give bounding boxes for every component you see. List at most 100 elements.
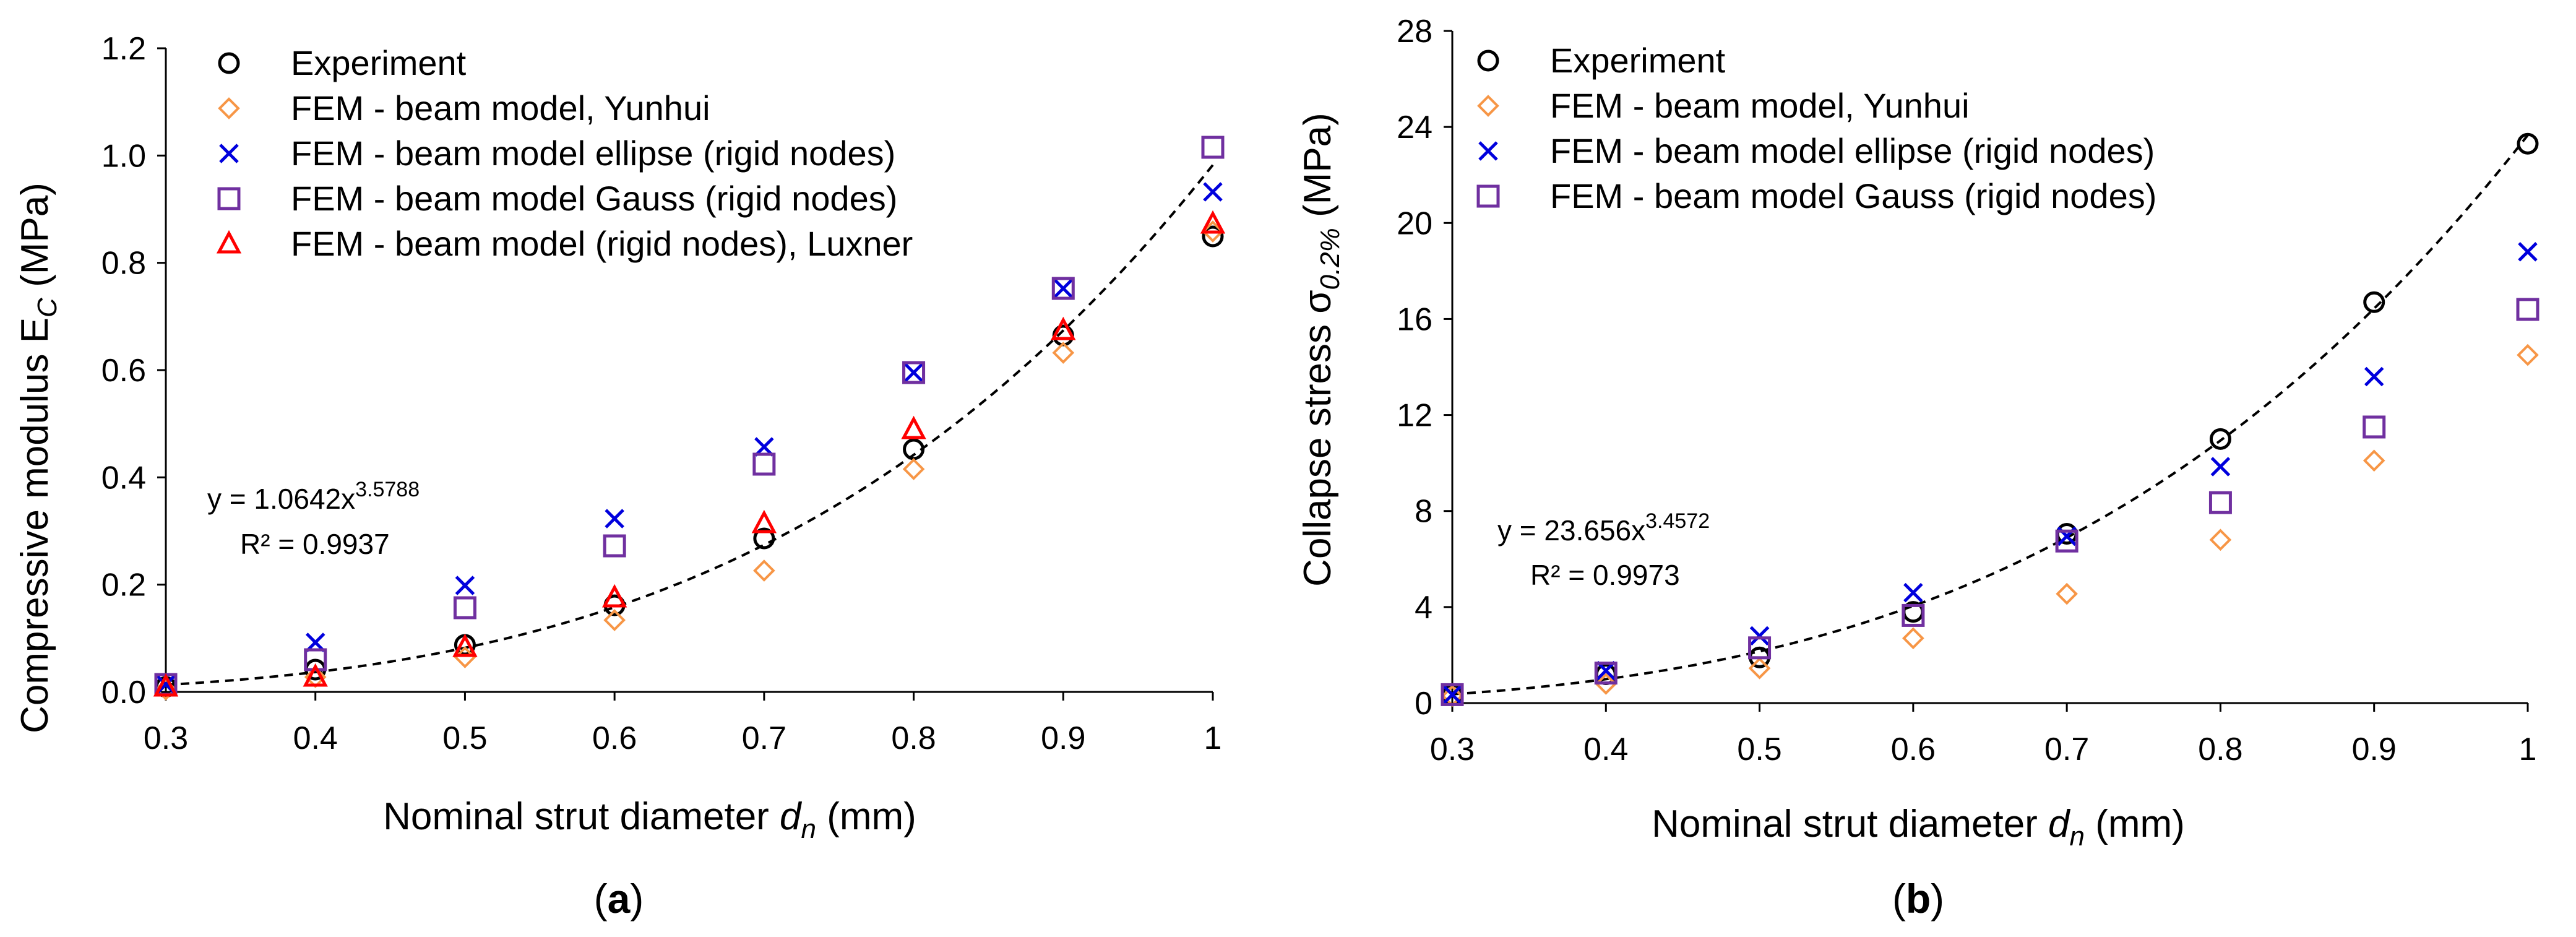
chart-b-panel-label: (b) — [1892, 876, 1944, 922]
chart-a-legend: Experiment FEM - beam model, Yunhui FEM - … — [216, 43, 913, 263]
chart-b-legend-marker-diamond — [1477, 95, 1499, 117]
chart-b-point-x — [1903, 582, 1923, 603]
chart-a-point-triangle — [751, 509, 777, 533]
chart-b-series-0 — [1441, 132, 2539, 706]
chart-a-x-tick-label: 0.9 — [1041, 720, 1085, 756]
chart-b-trendline-group — [1452, 134, 2529, 696]
chart-a-tick-labels: 0.3 0.4 0.5 0.6 0.7 0.8 0.9 1 0.0 0.2 0.4 0.6 0.8 1.0… — [101, 31, 1222, 756]
chart-b-point-square — [2055, 529, 2078, 553]
chart-b-point-x — [2210, 457, 2231, 477]
chart-a-axes — [157, 47, 1214, 701]
chart-a-trend-equation: y = 1.0642x3.5788 — [207, 478, 420, 515]
chart-b-point-x — [1749, 626, 1770, 646]
chart-b-point-x — [2518, 242, 2538, 262]
chart-b-x-tick-label: 0.3 — [1430, 732, 1475, 767]
chart-b-point-x — [2364, 366, 2384, 387]
chart-b-x-tick-label: 0.5 — [1737, 732, 1781, 767]
chart-b-legend-label: Experiment — [1550, 41, 1726, 80]
chart-a-point-square — [752, 452, 776, 476]
chart-a-point-circle — [753, 527, 775, 550]
chart-b-series-3 — [1441, 298, 2539, 706]
chart-a-point-triangle — [452, 633, 478, 657]
chart-a-point-diamond — [603, 609, 626, 631]
chart-a-series-3 — [154, 136, 1225, 696]
chart-a-y-tick-label: 0.4 — [101, 460, 146, 496]
chart-b-point-diamond — [2056, 582, 2078, 605]
chart-b-point-x — [1596, 660, 1616, 681]
chart-b-legend-label: FEM - beam model Gauss (rigid nodes) — [1550, 176, 2156, 215]
chart-b-point-diamond — [1902, 627, 1924, 650]
chart-b-x-tick-label: 0.8 — [2198, 732, 2242, 767]
chart-a-y-tick-label: 0.0 — [101, 675, 146, 710]
chart-a-point-square — [1201, 136, 1225, 159]
chart-a-point-x — [305, 633, 325, 652]
chart-b-point-diamond — [1748, 657, 1771, 680]
chart-b-r-squared: R² = 0.9973 — [1530, 559, 1680, 591]
chart-b-point-diamond — [1595, 673, 1618, 695]
chart-a-y-tick-label: 0.6 — [101, 353, 146, 389]
chart-b-legend-marker-square — [1476, 184, 1500, 208]
chart-b-legend-label: FEM - beam model, Yunhui — [1550, 86, 1970, 125]
chart-a-x-tick-label: 0.6 — [592, 720, 637, 756]
chart-a-trendline-group — [165, 164, 1214, 686]
chart-b-x-tick-label: 0.4 — [1583, 732, 1628, 767]
chart-a-panel-label: (a) — [594, 876, 644, 922]
chart-b-y-tick-label: 12 — [1397, 398, 1432, 434]
chart-b-point-square — [1594, 662, 1618, 685]
chart-b-y-axis-title: Collapse stress σ0.2% (MPa) — [1296, 113, 1345, 587]
chart-b-point-square — [1441, 683, 1464, 706]
chart-b-point-square — [1902, 603, 1925, 627]
chart-a-legend-label: FEM - beam model ellipse (rigid nodes) — [291, 134, 895, 173]
chart-a: 0.3 0.4 0.5 0.6 0.7 0.8 0.9 1 0.0 0.2 0.4 0.6 0.8 1.0… — [14, 31, 1226, 922]
chart-b-point-square — [1748, 636, 1772, 660]
chart-b-point-circle — [2209, 428, 2231, 450]
chart-b-tick-labels: 0.3 0.4 0.5 0.6 0.7 0.8 0.9 1 0 4 8 12 16 20 24 28 — [1397, 14, 2536, 767]
chart-b-y-tick-label: 28 — [1397, 14, 1432, 50]
chart-a-point-x — [455, 576, 475, 595]
chart-b-point-x — [1442, 684, 1462, 705]
chart-a-point-square — [1051, 277, 1075, 300]
chart-b-legend-label: FEM - beam model ellipse (rigid nodes) — [1550, 131, 2155, 170]
chart-b-y-tick-label: 8 — [1415, 494, 1432, 530]
chart-b-point-diamond — [2517, 343, 2539, 366]
chart-a-legend-marker-x — [219, 144, 239, 163]
chart-b-x-tick-label: 0.7 — [2044, 732, 2089, 767]
chart-a-point-triangle — [303, 663, 328, 687]
chart-a-point-triangle — [153, 673, 179, 697]
chart-a-point-x — [1053, 279, 1074, 298]
chart-b-legend: Experiment FEM - beam model, Yunhui FEM - … — [1476, 41, 2156, 215]
chart-b-x-axis-title: Nominal strut diameter dn (mm) — [1652, 803, 2185, 852]
chart-a-x-axis-title: Nominal strut diameter dn (mm) — [383, 795, 916, 844]
chart-b-point-diamond — [2209, 529, 2232, 551]
chart-a-x-tick-label: 0.8 — [891, 720, 936, 756]
chart-a-point-square — [902, 361, 926, 384]
chart-a-legend-label: Experiment — [291, 43, 467, 82]
chart-b-y-tick-label: 24 — [1397, 110, 1432, 145]
chart-a-point-triangle — [1200, 210, 1226, 234]
chart-a-legend-marker-diamond — [218, 97, 240, 119]
chart-b-point-circle — [2517, 132, 2539, 155]
chart-a-legend-marker-triangle — [216, 230, 242, 254]
chart-a-point-circle — [1202, 225, 1224, 248]
chart-a-point-diamond — [902, 458, 925, 480]
chart-a-x-tick-label: 0.4 — [293, 720, 338, 756]
chart-b-point-circle — [2363, 291, 2385, 313]
chart-a-y-axis-title: Compressive modulus EC (MPa) — [14, 183, 62, 733]
chart-a-point-x — [903, 363, 924, 382]
chart-a-point-square — [603, 534, 626, 558]
chart-a-point-triangle — [901, 415, 926, 439]
chart-b-point-square — [2363, 415, 2386, 439]
chart-a-legend-label: FEM - beam model (rigid nodes), Luxner — [291, 224, 913, 263]
chart-a-legend-label: FEM - beam model, Yunhui — [291, 89, 710, 127]
chart-a-series-4 — [153, 210, 1226, 697]
chart-a-point-x — [754, 437, 774, 457]
chart-b-y-tick-label: 16 — [1397, 301, 1432, 337]
chart-a-y-tick-label: 1.2 — [101, 31, 146, 67]
chart-a-point-x — [605, 509, 624, 529]
chart-b-x-tick-label: 0.6 — [1891, 732, 1936, 767]
chart-b-legend-marker-circle — [1477, 50, 1499, 72]
chart-b-series-2 — [1442, 242, 2538, 705]
chart-a-points — [153, 136, 1226, 701]
chart-a-x-tick-label: 0.3 — [144, 720, 188, 756]
